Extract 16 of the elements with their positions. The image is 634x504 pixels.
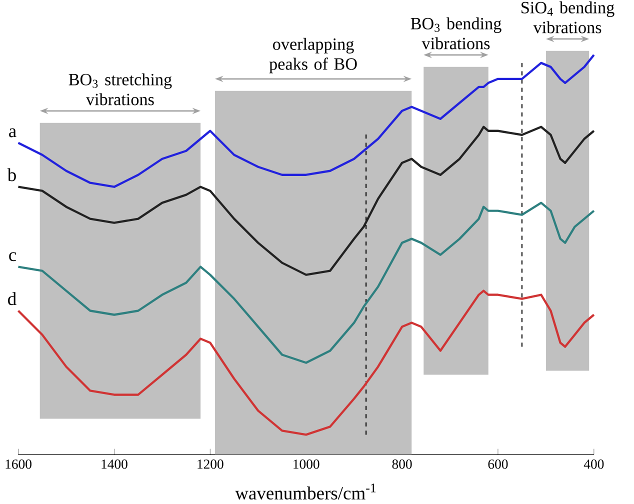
- x-tick-label: 1000: [294, 459, 320, 469]
- series-label: d: [8, 292, 16, 306]
- band-label: BO$_{3}$ bending vibrations: [410, 17, 502, 50]
- series-label: c: [9, 252, 16, 262]
- x-tick-label: 1200: [198, 459, 224, 469]
- band-label: SiO$_{4}$ bending vibrations: [522, 1, 614, 34]
- x-tick-label: 400: [584, 459, 604, 469]
- x-tick-label: 600: [488, 459, 508, 469]
- series-label: b: [7, 168, 16, 182]
- band-label: BO$_{3}$ stretching vibrations: [68, 73, 172, 106]
- x-tick-label: 1400: [102, 459, 128, 469]
- x-tick-label: 800: [392, 459, 412, 469]
- series-label: a: [9, 128, 16, 138]
- x-tick-label: 1600: [6, 459, 32, 469]
- band-label: overlapping peaks of BO: [269, 38, 357, 74]
- x-axis-title: wavenumbers/cm$^{-1}$: [235, 484, 376, 500]
